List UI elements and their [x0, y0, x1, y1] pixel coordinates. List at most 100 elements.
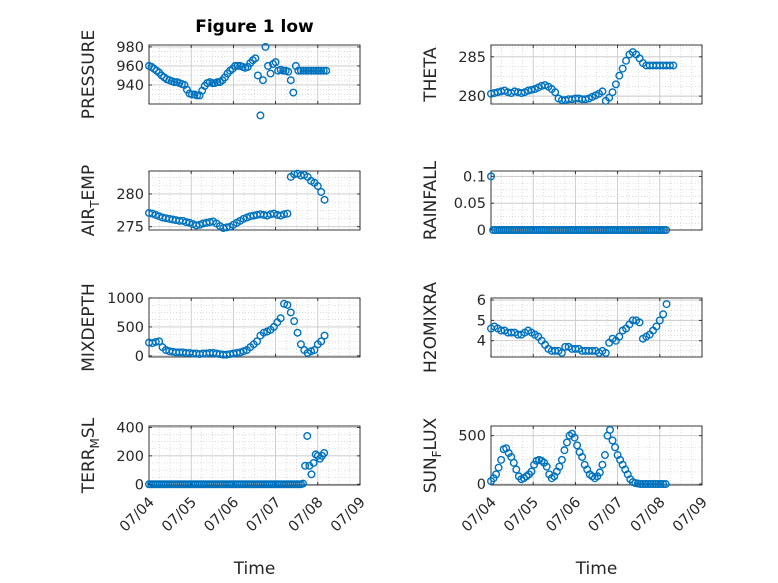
- data-point: [299, 66, 308, 75]
- data-point: [280, 210, 289, 219]
- data-point: [253, 337, 262, 346]
- data-point: [643, 480, 652, 489]
- data-point: [581, 95, 590, 104]
- y-tick-label: 0: [477, 477, 486, 493]
- data-point: [557, 455, 566, 464]
- data-point: [296, 340, 305, 349]
- y-tick-label: 280: [458, 89, 486, 105]
- data-point: [317, 187, 326, 196]
- data-series: [487, 48, 678, 105]
- data-point: [595, 468, 604, 477]
- subplot-4: 0 0.05 0.1 RAINFALL: [421, 160, 703, 240]
- data-point: [314, 66, 323, 75]
- data-point: [578, 452, 587, 461]
- data-point: [261, 42, 270, 51]
- data-point: [615, 71, 624, 80]
- data-point: [320, 449, 329, 458]
- data-point: [301, 461, 310, 470]
- data-point: [497, 455, 506, 464]
- data-point: [512, 465, 521, 474]
- data-point: [608, 436, 617, 445]
- y-axis-label: SUNFLUX: [421, 417, 444, 493]
- data-point: [527, 467, 536, 476]
- data-point: [562, 438, 571, 447]
- subplot-3: 275 280 AIRTEMP: [79, 165, 361, 236]
- axes-box: [490, 425, 703, 486]
- data-point: [322, 66, 331, 75]
- data-point: [310, 346, 319, 355]
- data-point: [293, 328, 302, 337]
- data-point: [251, 54, 260, 63]
- data-point: [618, 64, 627, 73]
- data-point: [571, 344, 580, 353]
- data-point: [286, 76, 295, 85]
- data-point: [208, 79, 217, 88]
- data-point: [652, 322, 661, 331]
- data-point: [551, 88, 560, 97]
- y-tick-label: 980: [116, 40, 144, 56]
- data-point: [646, 480, 655, 489]
- data-point: [557, 348, 566, 357]
- y-tick-label: 4: [477, 334, 486, 350]
- y-axis-label: H2OMIXRA: [421, 282, 441, 373]
- data-point: [312, 66, 321, 75]
- data-point: [638, 480, 647, 489]
- data-point: [294, 66, 303, 75]
- data-point: [601, 348, 610, 357]
- data-point: [286, 308, 295, 317]
- data-point: [588, 346, 597, 355]
- y-axis-label: PRESSURE: [79, 30, 99, 119]
- y-tick-label: 285: [458, 50, 486, 66]
- y-axis-label: TERRMSL: [79, 417, 102, 494]
- data-point: [606, 425, 615, 434]
- y-tick-label: 280: [116, 187, 144, 203]
- data-series: [144, 431, 329, 489]
- data-point: [256, 111, 265, 120]
- data-point: [188, 90, 197, 99]
- data-point: [669, 61, 678, 70]
- y-tick-label: 0.1: [463, 169, 486, 185]
- data-point: [551, 346, 560, 355]
- data-point: [555, 462, 564, 471]
- data-point: [283, 300, 292, 309]
- axes-box: [490, 44, 703, 105]
- x-axis-label: Time: [575, 559, 618, 579]
- data-point: [283, 209, 292, 218]
- data-point: [542, 462, 551, 471]
- data-point: [600, 451, 609, 460]
- data-point: [276, 314, 285, 323]
- y-tick-label: 940: [116, 78, 144, 94]
- data-series: [487, 425, 670, 489]
- data-series: [144, 42, 331, 120]
- data-point: [611, 80, 620, 89]
- data-point: [304, 66, 313, 75]
- data-point: [662, 300, 671, 309]
- data-point: [271, 58, 280, 67]
- axes-box: [148, 297, 361, 358]
- y-tick-label: 0: [135, 477, 144, 493]
- data-point: [509, 458, 518, 467]
- data-point: [303, 431, 312, 440]
- data-point: [299, 479, 308, 488]
- data-point: [320, 331, 329, 340]
- data-point: [492, 470, 501, 479]
- data-point: [561, 342, 570, 351]
- subplot-6: 4 5 6 H2OMIXRA: [421, 282, 703, 373]
- y-tick-label: 5: [477, 313, 486, 329]
- y-tick-label: 400: [116, 420, 144, 436]
- data-point: [514, 330, 523, 339]
- data-point: [258, 76, 267, 85]
- subplot-2: 280 285 THETA: [421, 44, 703, 105]
- data-point: [309, 458, 318, 467]
- axes-box: [490, 170, 703, 231]
- data-point: [659, 480, 668, 489]
- data-point: [507, 328, 516, 337]
- data-point: [264, 61, 273, 70]
- data-point: [307, 66, 316, 75]
- y-tick-label: 200: [116, 449, 144, 465]
- data-point: [319, 66, 328, 75]
- y-axis-label: THETA: [421, 47, 441, 103]
- x-axis-label: Time: [233, 559, 276, 579]
- data-point: [317, 337, 326, 346]
